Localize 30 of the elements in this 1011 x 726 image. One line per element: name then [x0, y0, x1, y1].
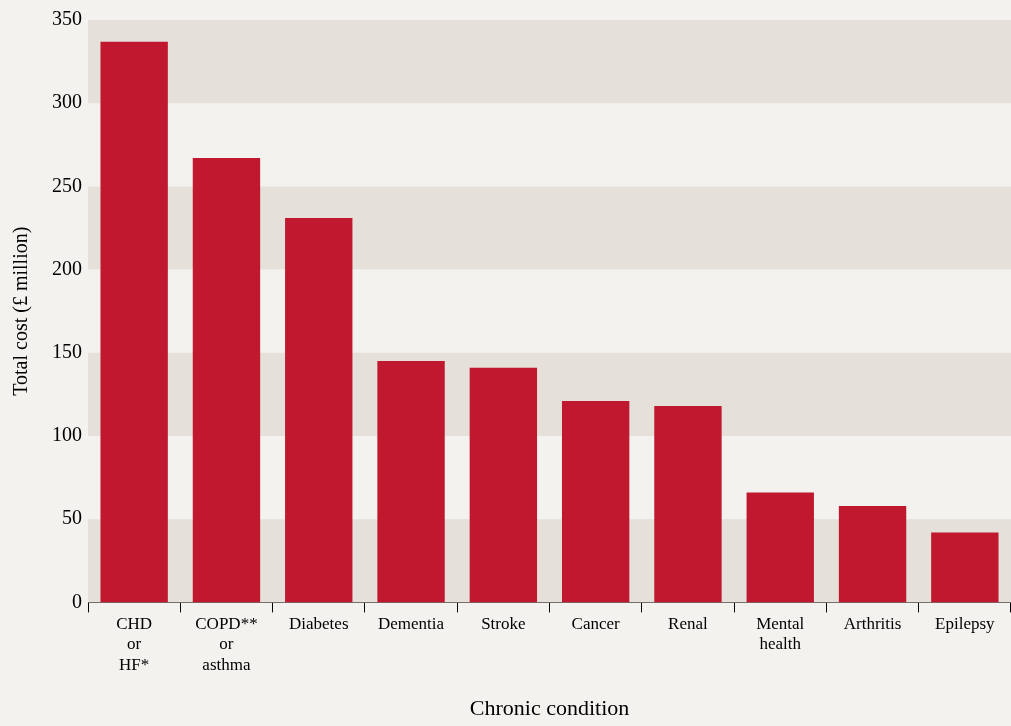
bar: [192, 158, 261, 603]
x-tick-label: Stroke: [481, 614, 526, 634]
x-tick-label: Renal: [668, 614, 709, 634]
bar: [561, 401, 630, 603]
bar: [469, 367, 538, 603]
x-tick-label: Diabetes: [289, 614, 349, 634]
x-tick-label: Epilepsy: [935, 614, 996, 634]
x-tick-label: Arthritis: [843, 614, 902, 634]
y-tick-label: 0: [72, 589, 82, 612]
y-tick-label: 150: [52, 340, 82, 363]
y-tick-label: 100: [52, 423, 82, 446]
x-tick-label: CHD or HF*: [116, 614, 153, 674]
bar: [746, 492, 814, 603]
y-axis-title: Total cost (£ million): [9, 226, 33, 396]
y-tick-label: 200: [52, 256, 82, 279]
x-tick-label: Mental health: [756, 614, 805, 654]
x-tick-label: Cancer: [571, 614, 621, 634]
x-tick-label: COPD** or asthma: [195, 614, 258, 674]
y-tick-label: 300: [52, 90, 82, 113]
bar: [285, 218, 353, 603]
bar: [377, 361, 445, 603]
bar: [931, 532, 999, 603]
y-tick-label: 350: [52, 7, 82, 30]
bar: [654, 406, 722, 603]
x-axis-title: Chronic condition: [469, 694, 630, 720]
bar: [100, 41, 168, 603]
bar: [838, 505, 907, 603]
y-tick-label: 250: [52, 173, 82, 196]
x-tick-label: Dementia: [378, 614, 445, 634]
y-tick-label: 50: [62, 506, 82, 529]
